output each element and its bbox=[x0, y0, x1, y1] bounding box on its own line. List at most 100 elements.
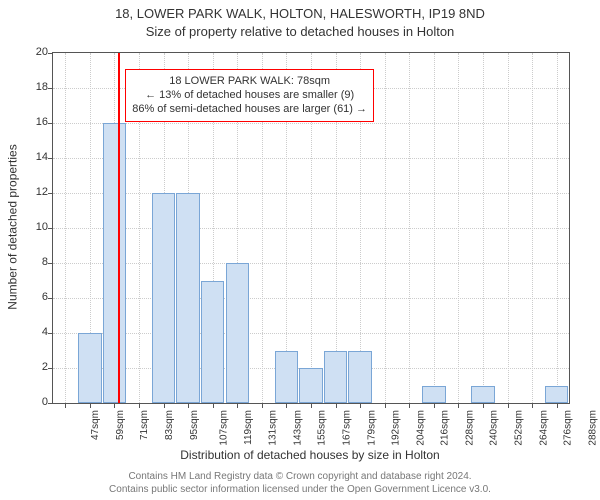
gridline-v bbox=[434, 53, 435, 403]
gridline-v bbox=[483, 53, 484, 403]
y-tick-mark bbox=[48, 193, 53, 194]
x-tick-label: 216sqm bbox=[440, 410, 451, 446]
y-tick-label: 0 bbox=[24, 396, 48, 408]
plot-area: 18 LOWER PARK WALK: 78sqm← 13% of detach… bbox=[52, 52, 570, 404]
x-tick-label: 155sqm bbox=[317, 410, 328, 446]
y-tick-mark bbox=[48, 158, 53, 159]
x-tick-mark bbox=[139, 403, 140, 408]
y-tick-mark bbox=[48, 123, 53, 124]
x-tick-label: 252sqm bbox=[514, 410, 525, 446]
y-tick-label: 10 bbox=[24, 221, 48, 233]
chart-container: { "titles": { "line1": "18, LOWER PARK W… bbox=[0, 0, 600, 500]
y-tick-label: 18 bbox=[24, 81, 48, 93]
histogram-bar bbox=[324, 351, 347, 404]
x-tick-mark bbox=[286, 403, 287, 408]
x-tick-mark bbox=[237, 403, 238, 408]
x-tick-mark bbox=[336, 403, 337, 408]
x-tick-mark bbox=[360, 403, 361, 408]
x-tick-mark bbox=[262, 403, 263, 408]
y-tick-label: 8 bbox=[24, 256, 48, 268]
histogram-bar bbox=[152, 193, 175, 403]
y-tick-label: 14 bbox=[24, 151, 48, 163]
annotation-box: 18 LOWER PARK WALK: 78sqm← 13% of detach… bbox=[125, 69, 374, 122]
footer-line2: Contains public sector information licen… bbox=[0, 484, 600, 497]
y-tick-mark bbox=[48, 88, 53, 89]
gridline-v bbox=[508, 53, 509, 403]
gridline-v bbox=[532, 53, 533, 403]
annotation-line: 86% of semi-detached houses are larger (… bbox=[132, 102, 367, 116]
histogram-bar bbox=[299, 368, 322, 403]
gridline-v bbox=[557, 53, 558, 403]
x-tick-label: 143sqm bbox=[292, 410, 303, 446]
y-tick-label: 12 bbox=[24, 186, 48, 198]
x-tick-label: 204sqm bbox=[415, 410, 426, 446]
x-tick-label: 59sqm bbox=[115, 410, 126, 440]
x-tick-mark bbox=[311, 403, 312, 408]
annotation-line: ← 13% of detached houses are smaller (9) bbox=[132, 88, 367, 102]
x-tick-label: 228sqm bbox=[464, 410, 475, 446]
y-tick-mark bbox=[48, 298, 53, 299]
y-tick-mark bbox=[48, 53, 53, 54]
histogram-bar bbox=[348, 351, 371, 404]
x-tick-label: 107sqm bbox=[219, 410, 230, 446]
x-tick-mark bbox=[213, 403, 214, 408]
y-tick-mark bbox=[48, 333, 53, 334]
y-tick-label: 4 bbox=[24, 326, 48, 338]
x-tick-label: 47sqm bbox=[90, 410, 101, 440]
histogram-bar bbox=[78, 333, 101, 403]
x-tick-mark bbox=[164, 403, 165, 408]
gridline-v bbox=[458, 53, 459, 403]
y-tick-label: 2 bbox=[24, 361, 48, 373]
y-tick-mark bbox=[48, 263, 53, 264]
histogram-bar bbox=[226, 263, 249, 403]
x-tick-mark bbox=[385, 403, 386, 408]
histogram-bar bbox=[176, 193, 199, 403]
histogram-bar bbox=[422, 386, 445, 404]
x-tick-label: 192sqm bbox=[391, 410, 402, 446]
x-tick-mark bbox=[483, 403, 484, 408]
x-tick-label: 71sqm bbox=[139, 410, 150, 440]
x-axis-label: Distribution of detached houses by size … bbox=[52, 448, 568, 462]
y-tick-label: 20 bbox=[24, 46, 48, 58]
y-tick-mark bbox=[48, 403, 53, 404]
x-tick-mark bbox=[114, 403, 115, 408]
x-tick-label: 119sqm bbox=[243, 410, 254, 445]
y-tick-mark bbox=[48, 368, 53, 369]
x-tick-mark bbox=[557, 403, 558, 408]
x-tick-mark bbox=[458, 403, 459, 408]
annotation-line: 18 LOWER PARK WALK: 78sqm bbox=[132, 74, 367, 88]
x-tick-mark bbox=[434, 403, 435, 408]
x-tick-label: 167sqm bbox=[342, 410, 353, 446]
x-tick-label: 288sqm bbox=[587, 410, 598, 446]
reference-marker-line bbox=[118, 53, 120, 403]
y-tick-label: 16 bbox=[24, 116, 48, 128]
histogram-bar bbox=[201, 281, 224, 404]
y-tick-mark bbox=[48, 228, 53, 229]
x-tick-label: 264sqm bbox=[538, 410, 549, 446]
chart-title-line1: 18, LOWER PARK WALK, HOLTON, HALESWORTH,… bbox=[0, 6, 600, 21]
footer-line1: Contains HM Land Registry data © Crown c… bbox=[0, 471, 600, 484]
x-tick-mark bbox=[188, 403, 189, 408]
chart-title-line2: Size of property relative to detached ho… bbox=[0, 24, 600, 39]
gridline-v bbox=[385, 53, 386, 403]
x-tick-label: 83sqm bbox=[164, 410, 175, 440]
y-axis-label: Number of detached properties bbox=[6, 52, 20, 402]
histogram-bar bbox=[103, 123, 126, 403]
histogram-bar bbox=[545, 386, 568, 404]
x-tick-label: 95sqm bbox=[189, 410, 200, 440]
x-tick-mark bbox=[65, 403, 66, 408]
y-tick-label: 6 bbox=[24, 291, 48, 303]
gridline-v bbox=[65, 53, 66, 403]
x-tick-mark bbox=[90, 403, 91, 408]
x-tick-label: 131sqm bbox=[268, 410, 279, 446]
histogram-bar bbox=[471, 386, 494, 404]
x-tick-label: 240sqm bbox=[489, 410, 500, 446]
x-tick-mark bbox=[409, 403, 410, 408]
x-tick-mark bbox=[532, 403, 533, 408]
x-tick-mark bbox=[508, 403, 509, 408]
histogram-bar bbox=[275, 351, 298, 404]
gridline-v bbox=[409, 53, 410, 403]
footer-attribution: Contains HM Land Registry data © Crown c… bbox=[0, 471, 600, 496]
x-tick-label: 276sqm bbox=[563, 410, 574, 446]
x-tick-label: 179sqm bbox=[366, 410, 377, 446]
